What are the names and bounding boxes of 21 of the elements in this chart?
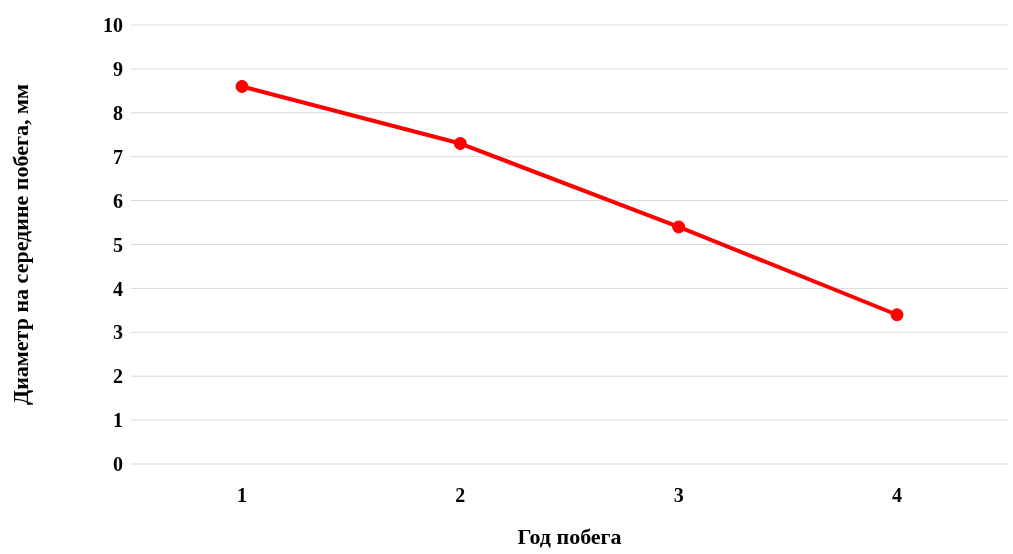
y-tick-label: 1 <box>113 409 123 432</box>
y-tick-label: 10 <box>103 14 123 37</box>
point <box>890 308 904 322</box>
y-tick-label: 4 <box>113 277 123 300</box>
x-tick-label: 3 <box>673 484 684 507</box>
point <box>453 137 467 151</box>
y-tick-label: 6 <box>113 189 123 212</box>
x-axis-title: Год побега <box>517 524 622 549</box>
y-tick-label: 5 <box>113 233 123 256</box>
y-tick-label: 7 <box>113 145 123 168</box>
point <box>235 79 249 93</box>
y-tick-label: 8 <box>113 101 123 124</box>
point <box>672 220 686 234</box>
y-tick-label: 9 <box>113 58 123 80</box>
y-axis-title: Диаметр на середине побега, мм <box>7 84 33 405</box>
y-tick-label: 0 <box>113 453 123 476</box>
y-tick-label: 3 <box>113 321 123 344</box>
y-tick-label: 2 <box>113 365 123 388</box>
x-tick-label: 4 <box>892 484 902 507</box>
x-tick-label: 2 <box>455 484 466 507</box>
x-tick-label: 1 <box>237 484 247 507</box>
